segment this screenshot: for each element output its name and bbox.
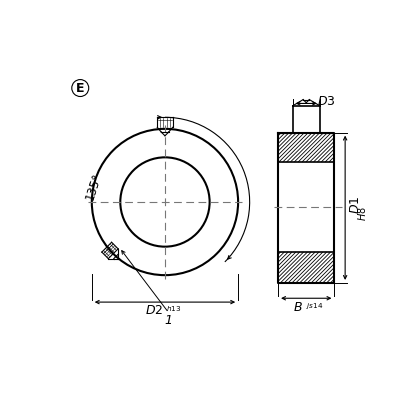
Text: $D2$: $D2$ (145, 304, 164, 318)
Text: $B$: $B$ (293, 301, 303, 314)
Bar (293, 106, 320, 133)
Text: E: E (76, 82, 84, 94)
Text: 135°: 135° (83, 171, 104, 202)
Text: $H8$: $H8$ (356, 206, 368, 221)
Text: $_{js14}$: $_{js14}$ (306, 301, 324, 312)
Bar (278, 252, 334, 283)
Text: $D3$: $D3$ (317, 96, 336, 108)
Text: $D1$: $D1$ (349, 196, 362, 214)
Text: 1: 1 (165, 314, 173, 328)
Bar (278, 133, 334, 283)
Bar (278, 133, 334, 162)
Text: $_{h13}$: $_{h13}$ (166, 304, 182, 314)
